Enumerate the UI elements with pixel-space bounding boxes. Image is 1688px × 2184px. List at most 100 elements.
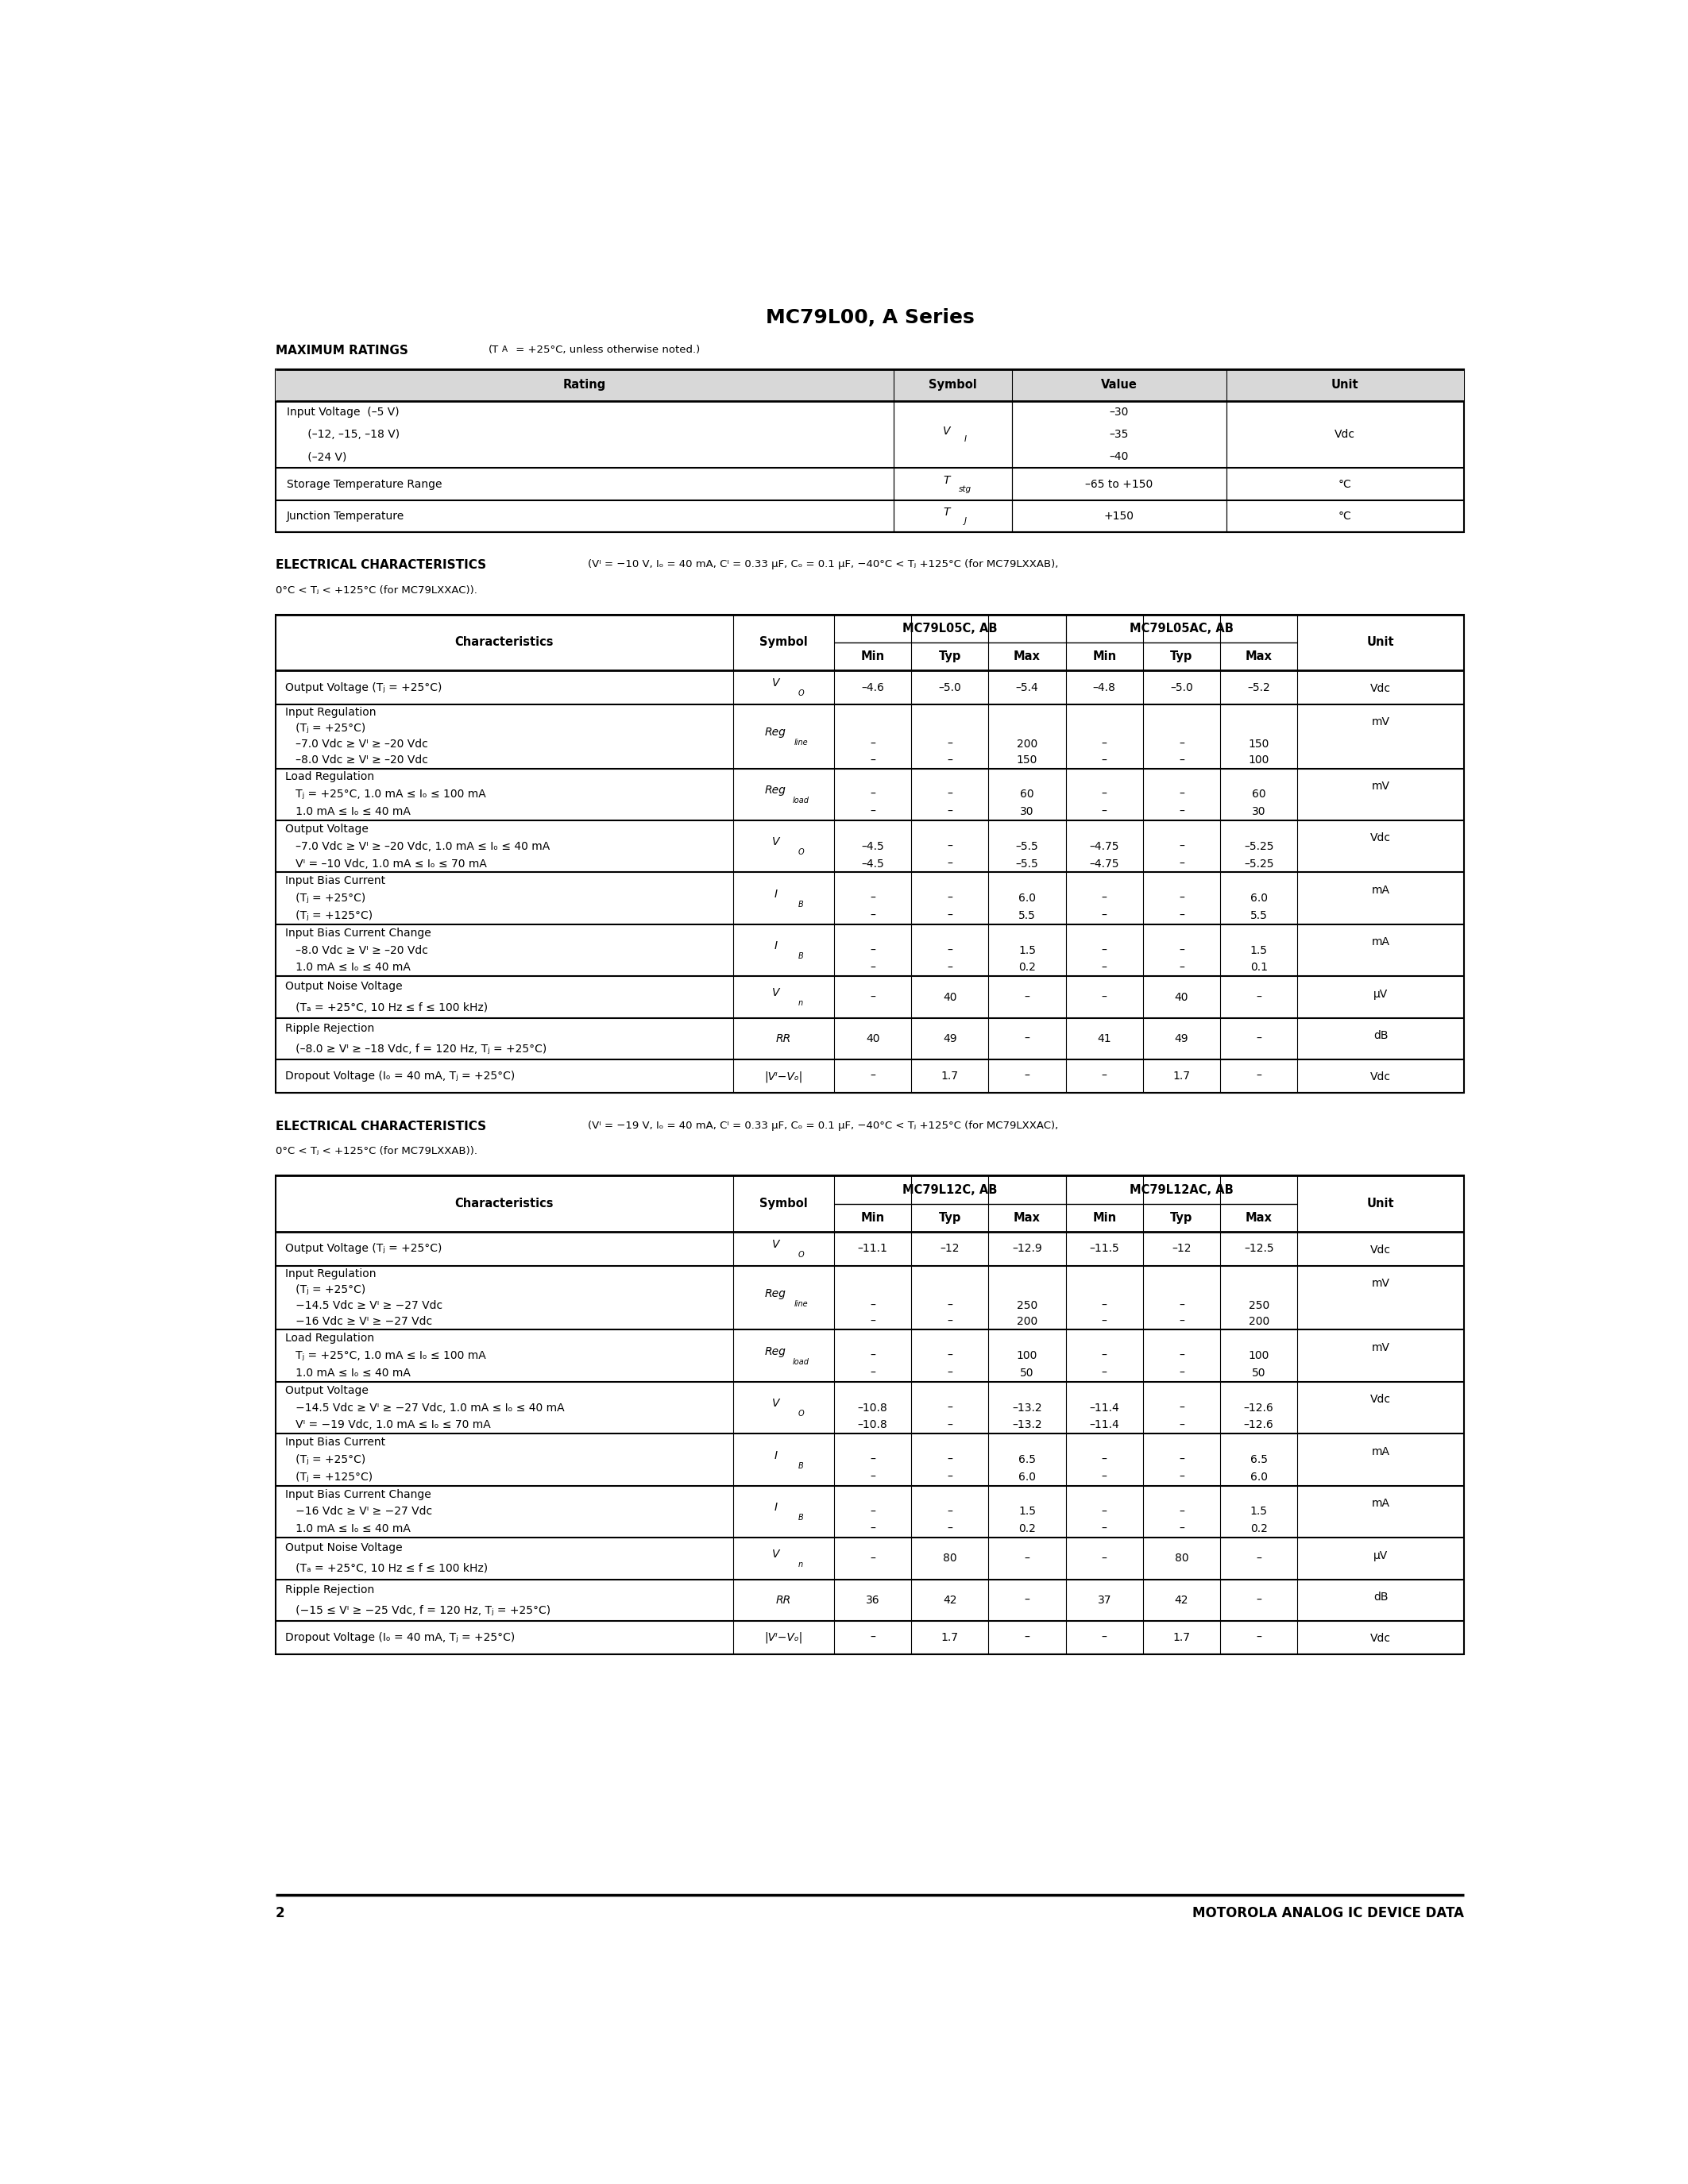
Text: mV: mV	[1371, 1341, 1389, 1354]
Text: –8.0 Vdc ≥ Vᴵ ≥ –20 Vdc: –8.0 Vdc ≥ Vᴵ ≥ –20 Vdc	[285, 946, 427, 957]
Text: MOTOROLA ANALOG IC DEVICE DATA: MOTOROLA ANALOG IC DEVICE DATA	[1192, 1907, 1463, 1920]
Text: –: –	[1025, 1594, 1030, 1605]
Text: n: n	[798, 1000, 803, 1007]
Text: MC79L12AC, AB: MC79L12AC, AB	[1129, 1184, 1234, 1195]
Text: Unit: Unit	[1367, 1197, 1394, 1210]
Text: Symbol: Symbol	[760, 1197, 807, 1210]
Text: Max: Max	[1014, 651, 1040, 662]
Text: Output Voltage: Output Voltage	[285, 1385, 368, 1396]
Text: Reg: Reg	[765, 727, 787, 738]
Text: RR: RR	[776, 1033, 792, 1044]
Text: Input Regulation: Input Regulation	[285, 1269, 376, 1280]
Text: V: V	[771, 1398, 780, 1409]
Text: –11.5: –11.5	[1089, 1243, 1119, 1254]
Text: –10.8: –10.8	[858, 1420, 888, 1431]
Text: Characteristics: Characteristics	[454, 636, 554, 649]
Text: –: –	[1025, 992, 1030, 1002]
Text: –: –	[1178, 1507, 1185, 1518]
Text: 80: 80	[1175, 1553, 1188, 1564]
Text: –12: –12	[940, 1243, 960, 1254]
Text: –: –	[1178, 963, 1185, 974]
Text: –: –	[1256, 1553, 1261, 1564]
Text: 250: 250	[1016, 1299, 1038, 1310]
Text: °C: °C	[1339, 511, 1352, 522]
Text: Vdc: Vdc	[1371, 832, 1391, 843]
Text: n: n	[798, 1562, 803, 1568]
Text: 6.0: 6.0	[1251, 893, 1268, 904]
Text: 6.5: 6.5	[1251, 1455, 1268, 1465]
Text: –: –	[947, 788, 952, 799]
Text: –: –	[1102, 788, 1107, 799]
Text: 6.5: 6.5	[1018, 1455, 1036, 1465]
Text: Vdc: Vdc	[1371, 684, 1391, 695]
Text: –: –	[947, 738, 952, 749]
Text: –: –	[947, 946, 952, 957]
Text: Vdc: Vdc	[1371, 1393, 1391, 1404]
Text: –4.75: –4.75	[1089, 858, 1119, 869]
Text: Max: Max	[1246, 651, 1273, 662]
Text: –: –	[1025, 1553, 1030, 1564]
Text: Load Regulation: Load Regulation	[285, 771, 375, 782]
Text: Tⱼ = +25°C, 1.0 mA ≤ Iₒ ≤ 100 mA: Tⱼ = +25°C, 1.0 mA ≤ Iₒ ≤ 100 mA	[285, 788, 486, 799]
Text: –: –	[947, 1299, 952, 1310]
Text: –7.0 Vdc ≥ Vᴵ ≥ –20 Vdc: –7.0 Vdc ≥ Vᴵ ≥ –20 Vdc	[285, 738, 427, 749]
Text: 42: 42	[944, 1594, 957, 1605]
Text: –: –	[1102, 738, 1107, 749]
Text: 42: 42	[1175, 1594, 1188, 1605]
Text: B: B	[798, 900, 803, 909]
Text: –: –	[1102, 1455, 1107, 1465]
Text: Min: Min	[861, 651, 885, 662]
Text: –: –	[947, 841, 952, 852]
Text: –: –	[869, 1631, 876, 1642]
Bar	[275, 614, 1463, 1094]
Text: –: –	[1178, 841, 1185, 852]
Text: 5.5: 5.5	[1251, 911, 1268, 922]
Text: –: –	[1178, 1455, 1185, 1465]
Text: –: –	[1256, 1631, 1261, 1642]
Text: 0°C < Tⱼ < +125°C (for MC79LXXAB)).: 0°C < Tⱼ < +125°C (for MC79LXXAB)).	[275, 1147, 478, 1158]
Text: dB: dB	[1374, 1031, 1388, 1042]
Text: –12.6: –12.6	[1244, 1420, 1274, 1431]
Text: –: –	[869, 1507, 876, 1518]
Text: –: –	[1178, 756, 1185, 767]
Text: –: –	[1102, 911, 1107, 922]
Text: –: –	[869, 1350, 876, 1361]
Text: –35: –35	[1109, 428, 1129, 441]
Text: –: –	[947, 1524, 952, 1535]
Text: mV: mV	[1371, 716, 1389, 727]
Text: MC79L05C, AB: MC79L05C, AB	[903, 622, 998, 633]
Text: (–12, –15, –18 V): (–12, –15, –18 V)	[287, 428, 400, 441]
Text: –: –	[869, 1524, 876, 1535]
Text: 41: 41	[1097, 1033, 1111, 1044]
Text: Min: Min	[1092, 651, 1116, 662]
Text: Vdc: Vdc	[1371, 1072, 1391, 1083]
Bar	[275, 1175, 1463, 1655]
Text: –: –	[1025, 1631, 1030, 1642]
Text: –4.75: –4.75	[1089, 841, 1119, 852]
Text: –5.2: –5.2	[1247, 681, 1271, 692]
Text: 1.5: 1.5	[1251, 946, 1268, 957]
Text: –13.2: –13.2	[1013, 1402, 1041, 1413]
Text: –: –	[1178, 1317, 1185, 1328]
Text: –: –	[869, 992, 876, 1002]
Text: Value: Value	[1101, 380, 1138, 391]
Text: –8.0 Vdc ≥ Vᴵ ≥ –20 Vdc: –8.0 Vdc ≥ Vᴵ ≥ –20 Vdc	[285, 756, 427, 767]
Text: –: –	[1256, 1594, 1261, 1605]
Text: Input Regulation: Input Regulation	[285, 708, 376, 719]
Text: –11.1: –11.1	[858, 1243, 888, 1254]
Text: μV: μV	[1374, 1551, 1388, 1562]
Text: 1.7: 1.7	[1173, 1631, 1190, 1642]
Text: mA: mA	[1371, 1498, 1389, 1509]
Text: 200: 200	[1249, 1317, 1269, 1328]
Text: –: –	[947, 911, 952, 922]
Text: Vᴵ = –10 Vdc, 1.0 mA ≤ Iₒ ≤ 70 mA: Vᴵ = –10 Vdc, 1.0 mA ≤ Iₒ ≤ 70 mA	[285, 858, 486, 869]
Text: –5.0: –5.0	[1170, 681, 1193, 692]
Text: 150: 150	[1016, 756, 1038, 767]
Text: line: line	[793, 1299, 809, 1308]
Text: –: –	[1102, 1299, 1107, 1310]
Text: Vdc: Vdc	[1371, 1245, 1391, 1256]
Text: –: –	[1178, 1299, 1185, 1310]
Bar	[275, 369, 1463, 402]
Text: Unit: Unit	[1367, 636, 1394, 649]
Text: 6.0: 6.0	[1018, 893, 1036, 904]
